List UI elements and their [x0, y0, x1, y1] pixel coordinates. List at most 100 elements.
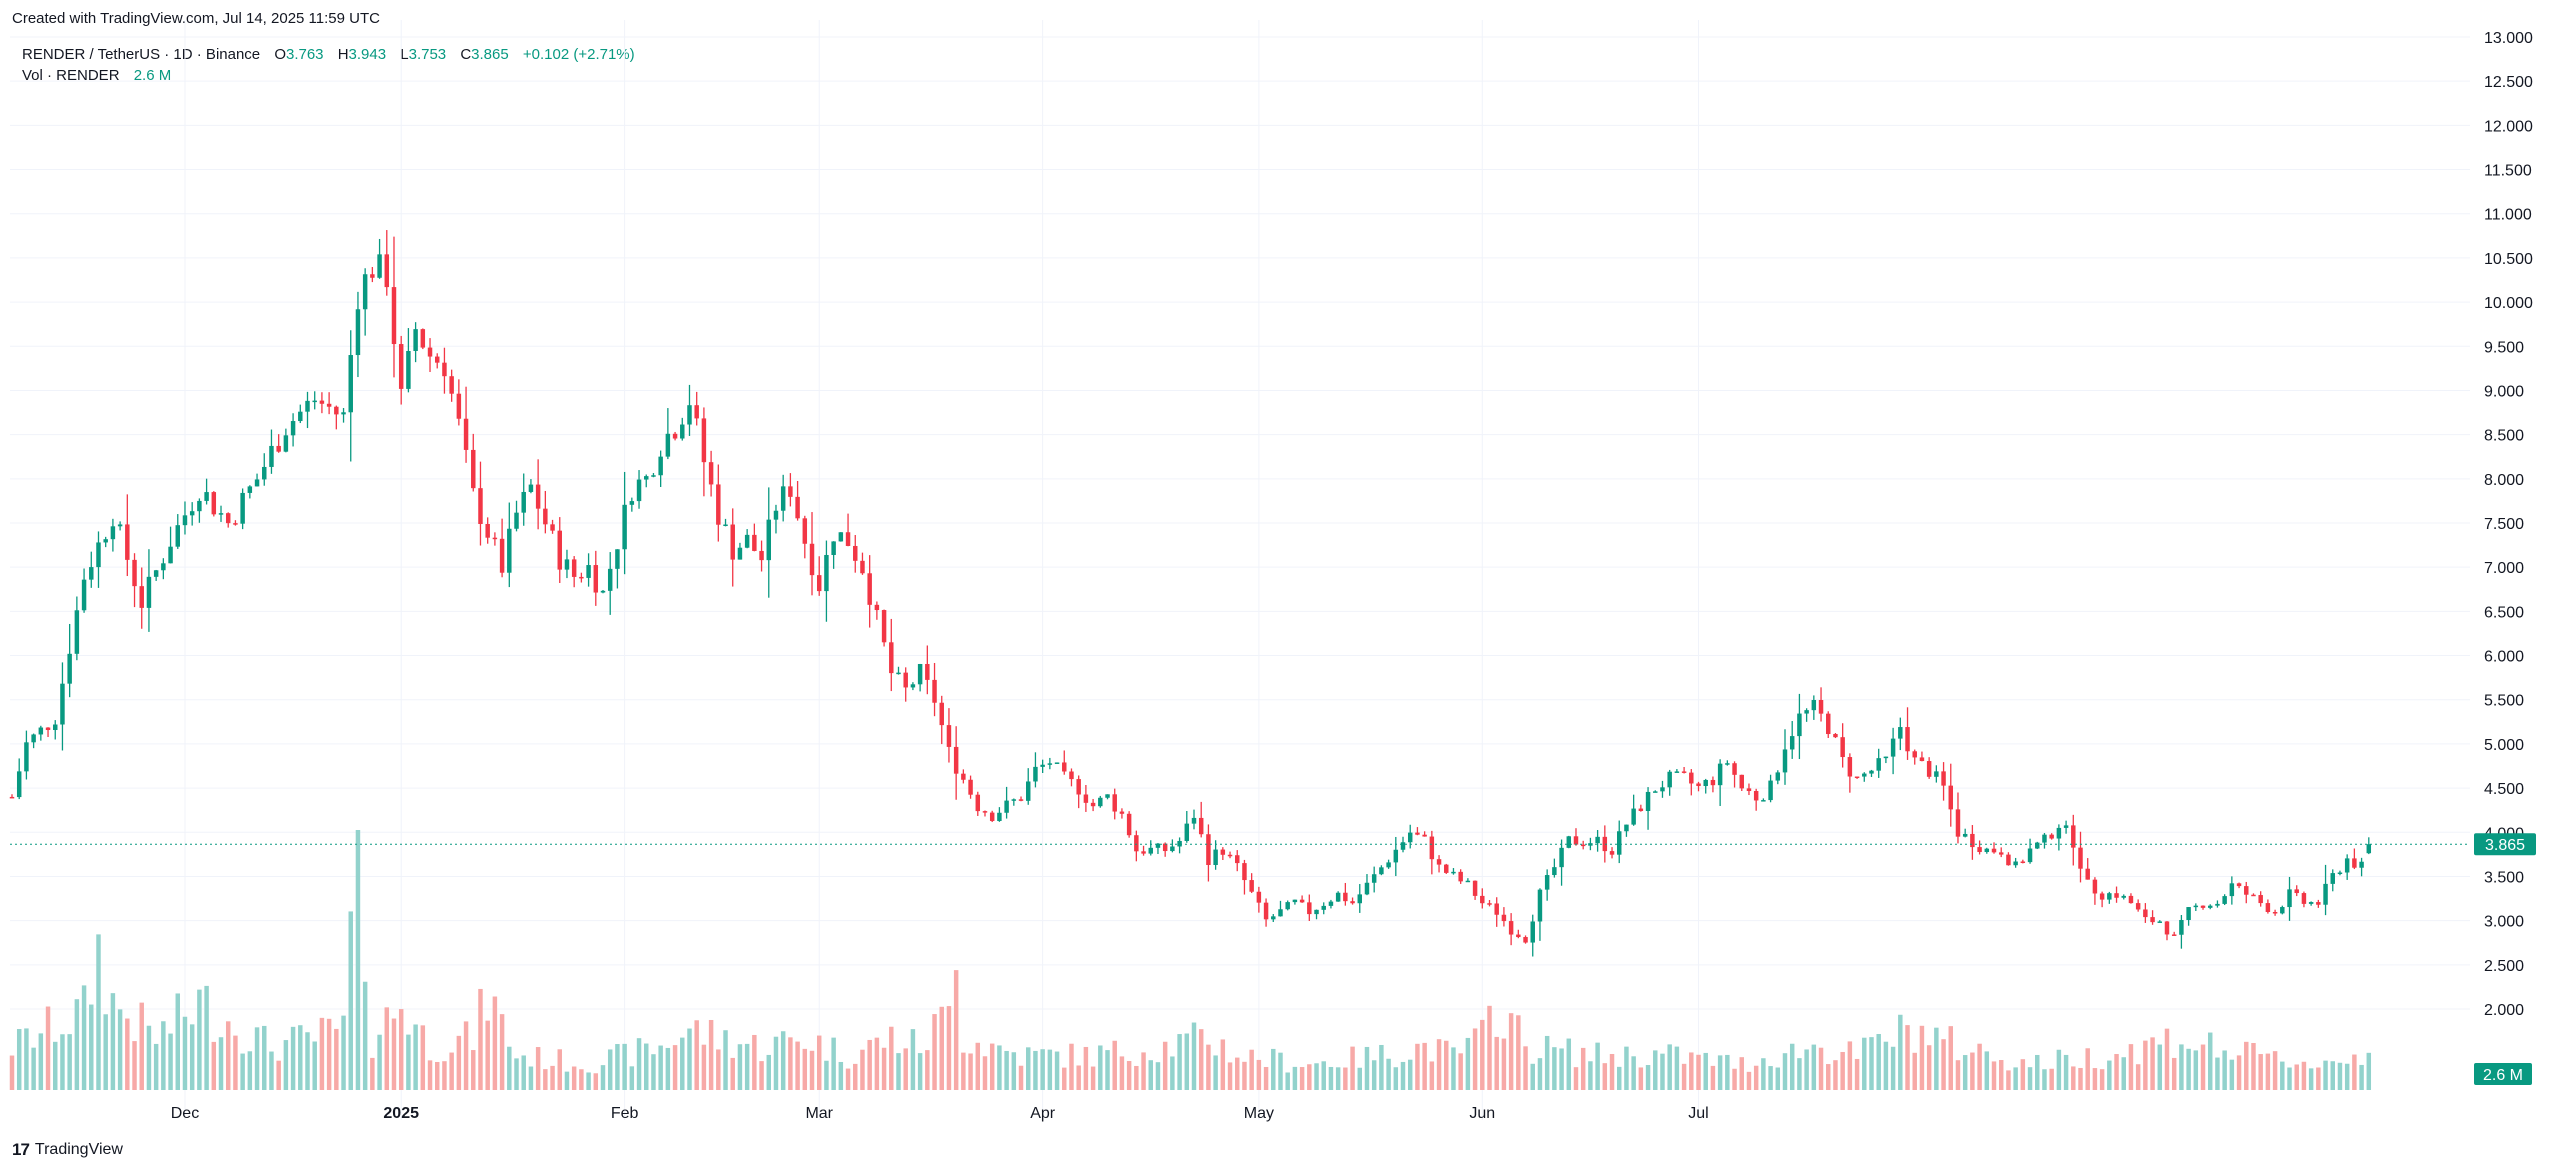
candle-body — [961, 773, 966, 780]
price-tick-label: 3.000 — [2484, 914, 2524, 931]
candle-body — [2107, 893, 2112, 900]
volume-bar — [507, 1046, 512, 1090]
candle-body — [2200, 905, 2206, 908]
candle-body — [1580, 844, 1586, 847]
volume-bar — [1025, 1047, 1031, 1090]
volume-bar — [1804, 1049, 1809, 1090]
candle-body — [658, 456, 663, 476]
candle-body — [593, 565, 599, 593]
candle-body — [1112, 794, 1117, 812]
volume-bar — [2071, 1066, 2076, 1090]
volume-bar — [2265, 1053, 2271, 1090]
candle-body — [1854, 776, 1860, 779]
candle-body — [420, 329, 426, 348]
volume-bar — [2035, 1054, 2040, 1090]
candle-body — [2078, 847, 2083, 869]
candle-body — [1998, 852, 2004, 855]
volume-bar — [1407, 1059, 1413, 1090]
volume-bar — [204, 985, 209, 1090]
volume-bar — [2251, 1043, 2256, 1090]
candle-body — [1148, 847, 1153, 854]
volume-bar — [716, 1049, 721, 1090]
candle-body — [629, 501, 635, 505]
candle-body — [946, 725, 952, 747]
candle-body — [413, 329, 418, 351]
volume-bar — [139, 1002, 144, 1090]
volume-bar — [1134, 1065, 1139, 1090]
price-axis[interactable]: 13.000 12.500 12.000 11.500 11.000 10.500 10.0… — [2484, 30, 2533, 1019]
close-label: C — [460, 46, 472, 63]
volume-bar — [1984, 1051, 1990, 1090]
volume-bar — [1364, 1046, 1370, 1090]
candle-body — [67, 653, 72, 684]
time-axis[interactable]: Dec 2025 Feb Mar Apr May Jun Jul — [171, 1105, 1709, 1122]
volume-bar — [838, 1061, 844, 1090]
volume-bar — [795, 1041, 800, 1090]
candle-body — [492, 537, 498, 540]
candle-body — [701, 418, 707, 463]
candle-body — [456, 393, 462, 419]
volume-bar — [1285, 1072, 1290, 1090]
candle-body — [680, 424, 685, 439]
candle-body — [146, 576, 152, 608]
candle-body — [1523, 937, 1528, 943]
candle-body — [1436, 859, 1442, 865]
candle-body — [1912, 751, 1917, 758]
volume-bar — [1357, 1067, 1363, 1090]
candle-body — [809, 543, 815, 576]
volume-bar — [1537, 1058, 1543, 1090]
candle-body — [535, 484, 541, 509]
candle-body — [795, 496, 800, 519]
candle-body — [1667, 771, 1672, 788]
price-tick-label: 6.000 — [2484, 649, 2524, 666]
candle-body — [2164, 921, 2170, 935]
volume-bar — [672, 1045, 678, 1090]
high-label: H — [337, 46, 349, 63]
volume-bar — [1047, 1049, 1053, 1090]
volume-bar — [1991, 1061, 1997, 1090]
volume-bar — [1155, 1062, 1161, 1090]
volume-bar — [1696, 1054, 1701, 1090]
created-with-text: Created with TradingView.com, Jul 14, 20… — [12, 10, 380, 27]
candle-body — [1451, 871, 1456, 874]
volume-bar — [1098, 1045, 1103, 1090]
volume-bar — [2323, 1060, 2328, 1090]
candle-body — [1797, 713, 1802, 737]
candle-body — [2013, 861, 2018, 866]
candle-body — [2114, 893, 2119, 898]
candle-body — [622, 504, 627, 550]
volume-bar — [1249, 1049, 1254, 1090]
volume-bar — [1811, 1044, 1817, 1090]
candle-body — [543, 508, 548, 525]
volume-bar — [1653, 1050, 1658, 1090]
volume-bar — [687, 1028, 692, 1090]
candle-body — [434, 356, 440, 363]
candle-body — [319, 400, 325, 404]
price-tick-label: 5.000 — [2484, 737, 2524, 754]
candle-body — [1285, 902, 1290, 910]
volume-bar — [2359, 1064, 2364, 1090]
candle-body — [312, 400, 317, 403]
volume-bar — [1126, 1061, 1132, 1090]
candle-body — [1393, 849, 1399, 863]
volume-bar — [2027, 1067, 2033, 1090]
candle-body — [1905, 727, 1910, 752]
candle-body — [997, 812, 1002, 821]
volume-bar — [730, 1057, 735, 1090]
candle-body — [2179, 919, 2184, 935]
candle-body — [730, 524, 735, 560]
volume-bar — [1379, 1044, 1384, 1090]
volume-bar — [2222, 1050, 2227, 1090]
candle-body — [2344, 858, 2350, 873]
candle-body — [117, 524, 123, 527]
volume-bar — [2078, 1067, 2083, 1090]
candle-body — [881, 610, 887, 643]
volume-bar — [2366, 1052, 2372, 1090]
volume-bar — [197, 989, 202, 1090]
candle-body — [2006, 854, 2011, 866]
candle-body — [1170, 846, 1175, 852]
candle-body — [377, 254, 382, 278]
volume-bar — [1559, 1048, 1564, 1090]
volume-bar — [2143, 1040, 2148, 1090]
